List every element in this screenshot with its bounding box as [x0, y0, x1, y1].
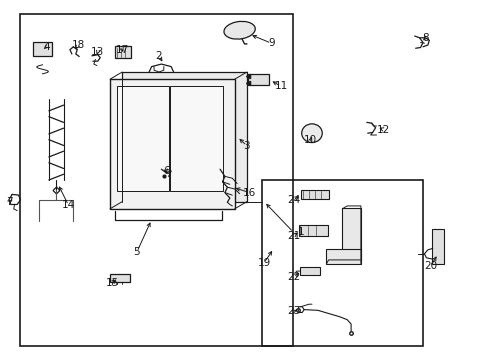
FancyBboxPatch shape: [431, 229, 443, 264]
Text: 1: 1: [297, 227, 304, 237]
FancyBboxPatch shape: [33, 42, 52, 56]
Text: 20: 20: [423, 261, 436, 271]
Text: 4: 4: [43, 42, 50, 52]
FancyBboxPatch shape: [247, 74, 269, 85]
FancyBboxPatch shape: [341, 208, 361, 260]
Text: 23: 23: [286, 306, 300, 316]
Text: 17: 17: [115, 45, 129, 55]
Text: 22: 22: [286, 272, 300, 282]
FancyBboxPatch shape: [117, 86, 169, 191]
Bar: [261, 180, 422, 346]
Text: 5: 5: [133, 247, 140, 257]
FancyBboxPatch shape: [109, 79, 235, 209]
Text: 15: 15: [105, 278, 119, 288]
Text: 13: 13: [91, 47, 104, 57]
Text: 7: 7: [6, 197, 13, 207]
Bar: [20, 14, 293, 346]
Text: 6: 6: [163, 166, 169, 176]
Text: 18: 18: [71, 40, 85, 50]
Ellipse shape: [301, 124, 322, 143]
Text: 16: 16: [242, 188, 256, 198]
FancyBboxPatch shape: [325, 249, 361, 264]
Text: 9: 9: [267, 38, 274, 48]
Ellipse shape: [224, 21, 255, 39]
Text: 3: 3: [243, 141, 250, 151]
FancyBboxPatch shape: [122, 72, 247, 202]
Text: 19: 19: [257, 258, 270, 268]
Text: 11: 11: [274, 81, 287, 91]
Text: 21: 21: [286, 231, 300, 241]
Text: 24: 24: [286, 195, 300, 205]
Text: 14: 14: [61, 200, 75, 210]
FancyBboxPatch shape: [170, 86, 222, 191]
FancyBboxPatch shape: [299, 267, 320, 275]
Text: 2: 2: [155, 51, 162, 61]
FancyBboxPatch shape: [109, 274, 130, 282]
Text: 8: 8: [421, 33, 428, 43]
FancyBboxPatch shape: [298, 225, 327, 236]
FancyBboxPatch shape: [115, 46, 130, 58]
Text: 10: 10: [304, 135, 316, 145]
Text: 12: 12: [376, 125, 390, 135]
FancyBboxPatch shape: [301, 190, 328, 199]
